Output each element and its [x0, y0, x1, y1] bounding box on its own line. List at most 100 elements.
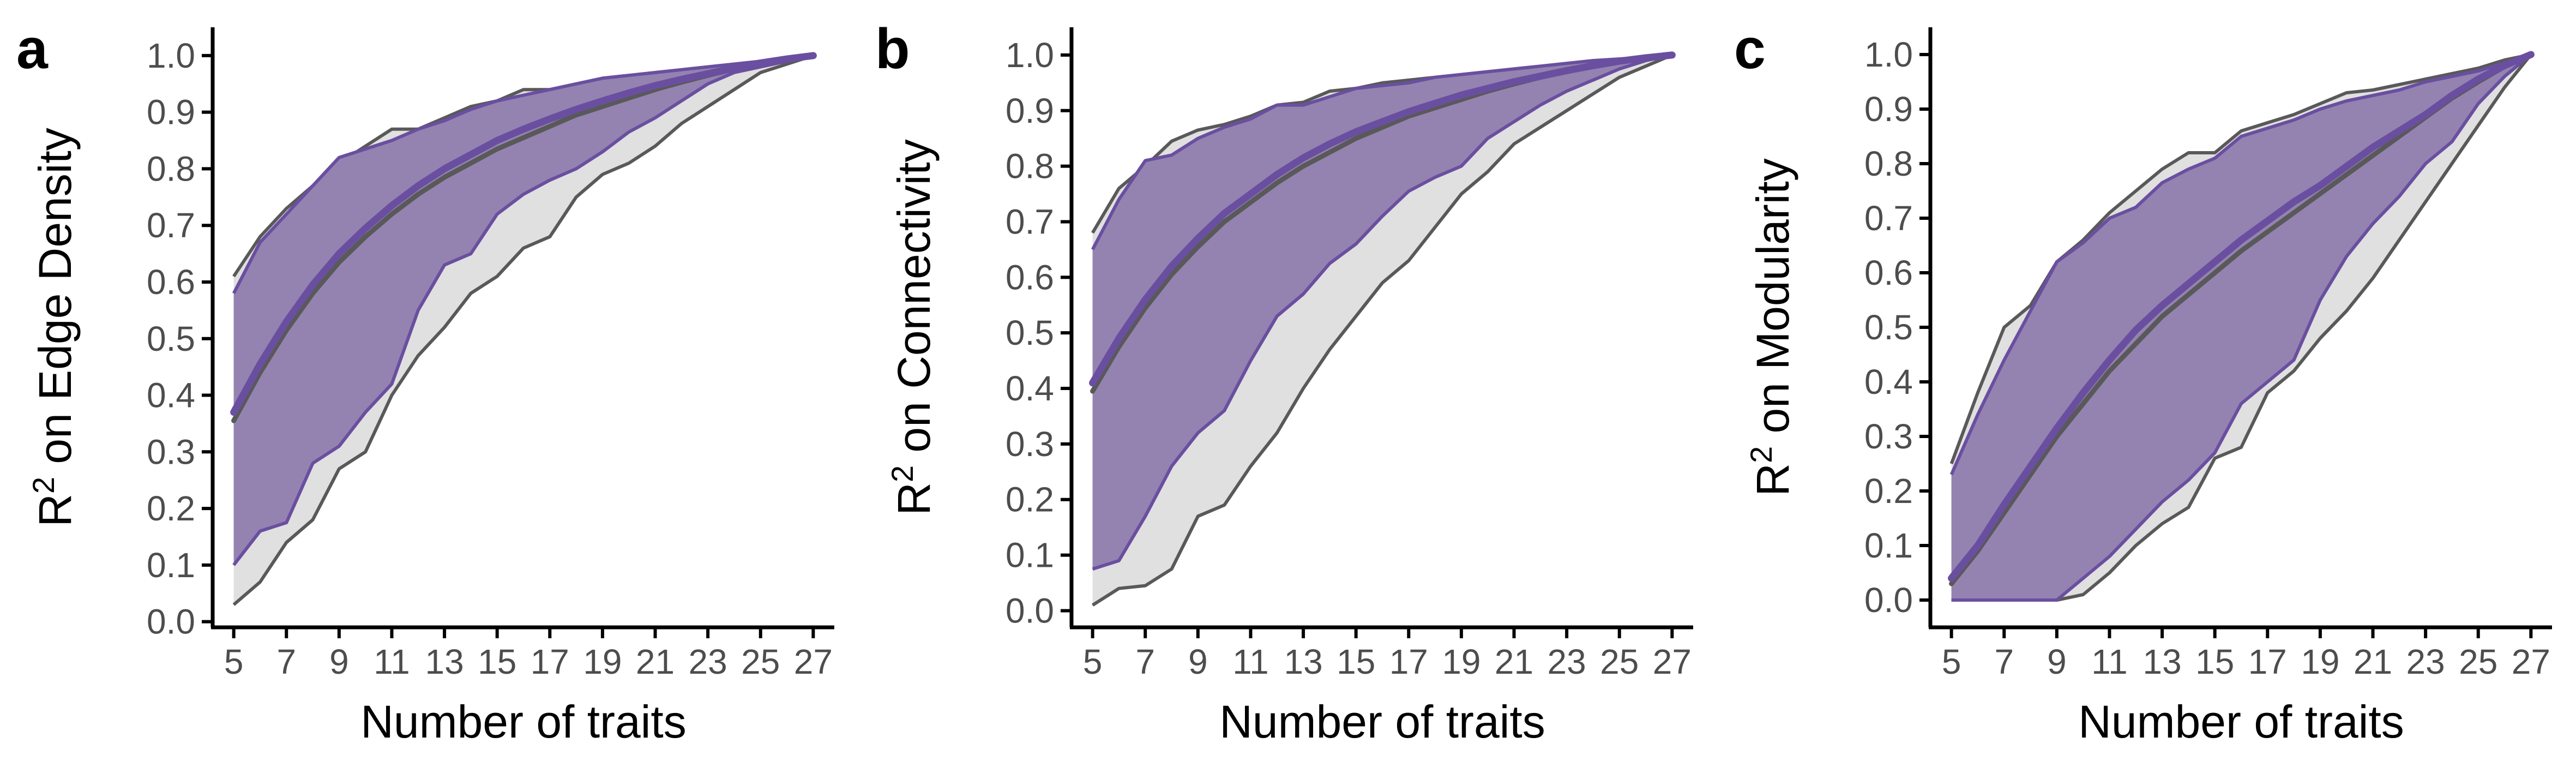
panel-a-x-tick-label: 11	[374, 642, 410, 681]
panel-c-x-tick-label: 27	[2512, 642, 2550, 681]
panel-a-y-tick-label: 0.5	[147, 319, 195, 358]
panel-c-y-tick-label: 0.7	[1864, 199, 1913, 238]
panel-a-y-tick-label: 0.0	[147, 602, 195, 642]
panel-a-x-tick-label: 25	[741, 642, 780, 681]
panel-c-x-axis-title: Number of traits	[2078, 696, 2404, 747]
panel-c-x-tick-label: 7	[1994, 642, 2014, 681]
panel-b-purple-band	[1091, 53, 1673, 571]
panel-c-y-axis-title-sup: 2	[1744, 446, 1778, 463]
panel-a-y-tick-label: 0.7	[147, 206, 195, 245]
panel-a-x-tick-label: 27	[794, 642, 833, 681]
panel-b-x-tick-label: 5	[1083, 642, 1103, 681]
panel-a-x-tick-label: 7	[276, 642, 296, 681]
panel-b-y-axis-title-sup: 2	[885, 465, 919, 482]
panel-b-x-tick-label: 21	[1495, 642, 1533, 681]
panel-a-x-tick-label: 15	[478, 642, 516, 681]
panel-b-y-tick-label: 0.8	[1006, 147, 1054, 186]
panel-a-purple-band-lower-line	[232, 53, 814, 566]
panel-a-x-axis-title: Number of traits	[360, 696, 687, 747]
panel-b-y-tick-label: 0.6	[1006, 257, 1054, 297]
panel-a-purple-band-upper-line	[232, 53, 814, 295]
panel-b-y-tick-label: 0.9	[1006, 91, 1054, 130]
panel-c-x-tick-label: 23	[2406, 642, 2445, 681]
panel-b-purple-band-area	[1092, 55, 1672, 570]
panel-c-purple-band-area	[1951, 55, 2531, 600]
panel-a-y-tick-label: 0.4	[147, 376, 195, 415]
panel-b-marks	[1089, 51, 1676, 607]
panel-b-axes: 0.0 0.1 0.2 0.3 0.4 0.5 0.6 0.7 0.8 0.9 1.0 5 7 9 11 13…	[1006, 27, 1693, 681]
panel-a-purple-mean-line	[230, 52, 817, 416]
panel-b-y-tick-label: 0.7	[1006, 202, 1054, 241]
panel-c-y-axis-title-base: R	[1747, 463, 1798, 496]
panel-c-purple-band-lower-line	[1951, 53, 2532, 602]
panel-a-y-tick-label: 0.2	[147, 489, 195, 528]
panel-a-y-tick-label: 0.9	[147, 93, 195, 132]
panel-b: b 0.0 0.1 0.2 0.3 0.4 0.5 0.6 0.7 0.8 0.9 1.0 5 7 9 11…	[875, 17, 1693, 747]
panel-c-marks	[1948, 51, 2535, 602]
panel-b-y-axis-title-base: R	[888, 482, 940, 516]
panel-b-x-tick-label: 23	[1548, 642, 1586, 681]
panel-a-x-tick-label: 9	[329, 642, 349, 681]
panel-c-purple-band	[1949, 53, 2532, 602]
panel-a-marks	[230, 52, 817, 606]
panel-c-x-tick-label: 9	[2047, 642, 2067, 681]
panel-b-y-tick-label: 0.1	[1006, 536, 1054, 575]
panel-a-x-tick-label: 5	[224, 642, 244, 681]
panel-c-x-tick-label: 25	[2459, 642, 2497, 681]
panel-a-y-axis-title-sup: 2	[26, 477, 61, 494]
panel-c-y-tick-label: 0.4	[1864, 362, 1913, 402]
panel-b-x-tick-label: 17	[1389, 642, 1428, 681]
panel-b-y-tick-label: 0.4	[1006, 369, 1054, 408]
panel-b-y-tick-label: 0.2	[1006, 480, 1054, 519]
panel-b-x-tick-label: 7	[1135, 642, 1155, 681]
panel-a-x-tick-label: 13	[425, 642, 464, 681]
panel-b-purple-mean-line	[1089, 51, 1676, 387]
panel-c-x-tick-label: 11	[2091, 642, 2127, 681]
panel-c-y-axis-title-rest: on Modularity	[1747, 158, 1798, 446]
panel-c-y-tick-label: 0.3	[1864, 417, 1913, 456]
panel-c-y-tick-label: 0.2	[1864, 471, 1913, 511]
panel-a-letter: a	[16, 17, 49, 81]
panel-b-y-tick-label: 1.0	[1006, 35, 1054, 75]
panel-b-y-tick-label: 0.3	[1006, 424, 1054, 464]
panel-b-x-tick-label: 11	[1232, 642, 1268, 681]
panel-c-y-tick-label: 0.0	[1864, 580, 1913, 620]
panel-b-x-tick-label: 27	[1653, 642, 1692, 681]
panel-a-y-tick-label: 1.0	[147, 36, 195, 75]
panel-c-y-tick-label: 0.8	[1864, 144, 1913, 183]
panel-c-x-tick-label: 5	[1942, 642, 1961, 681]
panel-a-y-axis-title-base: R	[29, 494, 81, 527]
panel-c-y-tick-label: 0.6	[1864, 253, 1913, 292]
panel-b-y-axis-title: R2 on Connectivity	[885, 139, 940, 515]
panel-c-purple-mean-line	[1948, 51, 2535, 582]
panel-c-axes: 0.0 0.1 0.2 0.3 0.4 0.5 0.6 0.7 0.8 0.9 1.0 5 7 9 11 13…	[1864, 27, 2552, 681]
panel-b-x-tick-label: 19	[1442, 642, 1480, 681]
panel-a-purple-band	[232, 53, 814, 566]
panel-b-y-tick-label: 0.0	[1006, 591, 1054, 630]
panel-b-x-tick-label: 9	[1188, 642, 1208, 681]
panel-c-y-tick-label: 0.5	[1864, 308, 1913, 347]
panel-c-x-tick-label: 21	[2354, 642, 2392, 681]
panel-b-x-tick-label: 13	[1284, 642, 1322, 681]
panel-b-x-tick-label: 15	[1337, 642, 1375, 681]
panel-b-purple-band-lower-line	[1092, 53, 1673, 571]
panel-c-y-tick-label: 1.0	[1864, 35, 1913, 74]
panel-a-y-tick-label: 0.8	[147, 149, 195, 188]
panel-b-gray-band-lower-line	[1091, 53, 1673, 607]
panel-c-x-tick-label: 13	[2142, 642, 2181, 681]
panel-b-y-tick-label: 0.5	[1006, 313, 1054, 352]
panel-a-y-axis-title: R2 on Edge Density	[26, 128, 81, 527]
panel-a-x-tick-label: 19	[583, 642, 622, 681]
panel-a-y-tick-label: 0.6	[147, 262, 195, 302]
panel-b-x-axis-title: Number of traits	[1219, 696, 1545, 747]
panel-a-gray-band-lower-line	[232, 54, 814, 606]
panel-c-x-tick-label: 17	[2248, 642, 2287, 681]
panel-a-y-axis-title-rest: on Edge Density	[29, 128, 81, 477]
panel-a: a 0.0 0.1 0.2 0.3 0.4 0.5 0.6 0.7 0.8 0.9 1.0 5 7 9 11…	[16, 17, 834, 747]
panel-c-purple-band-upper-line	[1949, 53, 2532, 476]
panel-b-letter: b	[875, 17, 910, 81]
panel-c-x-tick-label: 15	[2195, 642, 2234, 681]
panel-b-purple-band-upper-line	[1091, 53, 1672, 250]
panel-c-letter: c	[1734, 17, 1766, 81]
